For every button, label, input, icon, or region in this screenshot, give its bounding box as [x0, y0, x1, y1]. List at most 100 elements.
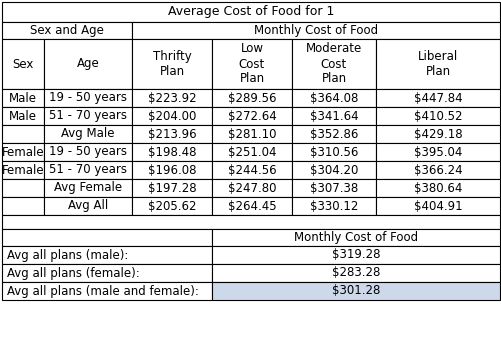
Text: $304.20: $304.20	[309, 164, 358, 177]
Bar	[211, 197, 292, 215]
Text: Age: Age	[77, 58, 99, 71]
Text: Avg all plans (female):: Avg all plans (female):	[7, 267, 139, 280]
Bar	[211, 39, 292, 89]
Text: $196.08: $196.08	[147, 164, 196, 177]
Bar	[2, 125, 44, 143]
Text: Male: Male	[9, 109, 37, 122]
Bar	[44, 89, 132, 107]
Text: Avg Male: Avg Male	[61, 128, 115, 141]
Bar	[2, 2, 499, 22]
Bar	[292, 179, 375, 197]
Text: $281.10: $281.10	[227, 128, 276, 141]
Bar	[44, 179, 132, 197]
Bar	[44, 125, 132, 143]
Bar	[211, 179, 292, 197]
Text: Average Cost of Food for 1: Average Cost of Food for 1	[167, 5, 334, 19]
Text: $395.04: $395.04	[413, 145, 461, 158]
Text: Liberal
Plan: Liberal Plan	[417, 50, 457, 78]
Bar	[44, 161, 132, 179]
Text: $213.96: $213.96	[147, 128, 196, 141]
Bar	[211, 125, 292, 143]
Bar	[132, 39, 211, 89]
Text: $247.80: $247.80	[227, 181, 276, 194]
Bar	[132, 179, 211, 197]
Text: $301.28: $301.28	[331, 284, 379, 297]
Text: Avg all plans (male):: Avg all plans (male):	[7, 248, 128, 261]
Text: 51 - 70 years: 51 - 70 years	[49, 164, 127, 177]
Text: $283.28: $283.28	[331, 267, 379, 280]
Bar	[292, 125, 375, 143]
Text: Monthly Cost of Food: Monthly Cost of Food	[254, 24, 377, 37]
Text: $204.00: $204.00	[147, 109, 196, 122]
Text: $289.56: $289.56	[227, 92, 276, 105]
Bar	[375, 89, 499, 107]
Bar	[375, 39, 499, 89]
Bar	[375, 179, 499, 197]
Bar	[211, 282, 499, 300]
Text: $352.86: $352.86	[309, 128, 358, 141]
Bar	[211, 264, 499, 282]
Bar	[211, 246, 499, 264]
Bar	[132, 197, 211, 215]
Bar	[292, 39, 375, 89]
Text: Avg Female: Avg Female	[54, 181, 122, 194]
Bar	[132, 22, 499, 39]
Text: Monthly Cost of Food: Monthly Cost of Food	[294, 231, 417, 244]
Text: $205.62: $205.62	[147, 200, 196, 213]
Text: $380.64: $380.64	[413, 181, 461, 194]
Bar	[2, 197, 44, 215]
Bar	[132, 161, 211, 179]
Bar	[132, 125, 211, 143]
Text: $330.12: $330.12	[309, 200, 358, 213]
Bar	[211, 229, 499, 246]
Bar	[375, 125, 499, 143]
Bar	[211, 107, 292, 125]
Bar	[375, 107, 499, 125]
Bar	[2, 264, 211, 282]
Text: Sex and Age: Sex and Age	[30, 24, 104, 37]
Bar	[44, 197, 132, 215]
Text: Avg all plans (male and female):: Avg all plans (male and female):	[7, 284, 198, 297]
Text: Moderate
Cost
Plan: Moderate Cost Plan	[305, 43, 361, 85]
Bar	[292, 89, 375, 107]
Bar	[2, 282, 211, 300]
Text: Avg All: Avg All	[68, 200, 108, 213]
Bar	[132, 89, 211, 107]
Bar	[292, 197, 375, 215]
Text: Female: Female	[2, 164, 44, 177]
Text: $251.04: $251.04	[227, 145, 276, 158]
Text: $364.08: $364.08	[309, 92, 358, 105]
Bar	[2, 89, 44, 107]
Text: Female: Female	[2, 145, 44, 158]
Bar	[2, 143, 44, 161]
Bar	[44, 107, 132, 125]
Text: Sex: Sex	[13, 58, 34, 71]
Bar	[292, 143, 375, 161]
Text: $366.24: $366.24	[413, 164, 461, 177]
Text: Low
Cost
Plan: Low Cost Plan	[238, 43, 265, 85]
Text: $404.91: $404.91	[413, 200, 461, 213]
Text: $410.52: $410.52	[413, 109, 461, 122]
Bar	[292, 107, 375, 125]
Text: $198.48: $198.48	[147, 145, 196, 158]
Bar	[375, 161, 499, 179]
Text: $223.92: $223.92	[147, 92, 196, 105]
Text: $272.64: $272.64	[227, 109, 276, 122]
Bar	[2, 39, 44, 89]
Text: $307.38: $307.38	[309, 181, 357, 194]
Text: 19 - 50 years: 19 - 50 years	[49, 145, 127, 158]
Bar	[2, 246, 211, 264]
Bar	[292, 161, 375, 179]
Text: 51 - 70 years: 51 - 70 years	[49, 109, 127, 122]
Bar	[2, 161, 44, 179]
Text: 19 - 50 years: 19 - 50 years	[49, 92, 127, 105]
Text: $310.56: $310.56	[309, 145, 358, 158]
Bar	[2, 107, 44, 125]
Bar	[2, 215, 499, 229]
Bar	[211, 161, 292, 179]
Bar	[2, 229, 211, 246]
Bar	[375, 143, 499, 161]
Text: $429.18: $429.18	[413, 128, 461, 141]
Bar	[2, 179, 44, 197]
Bar	[132, 143, 211, 161]
